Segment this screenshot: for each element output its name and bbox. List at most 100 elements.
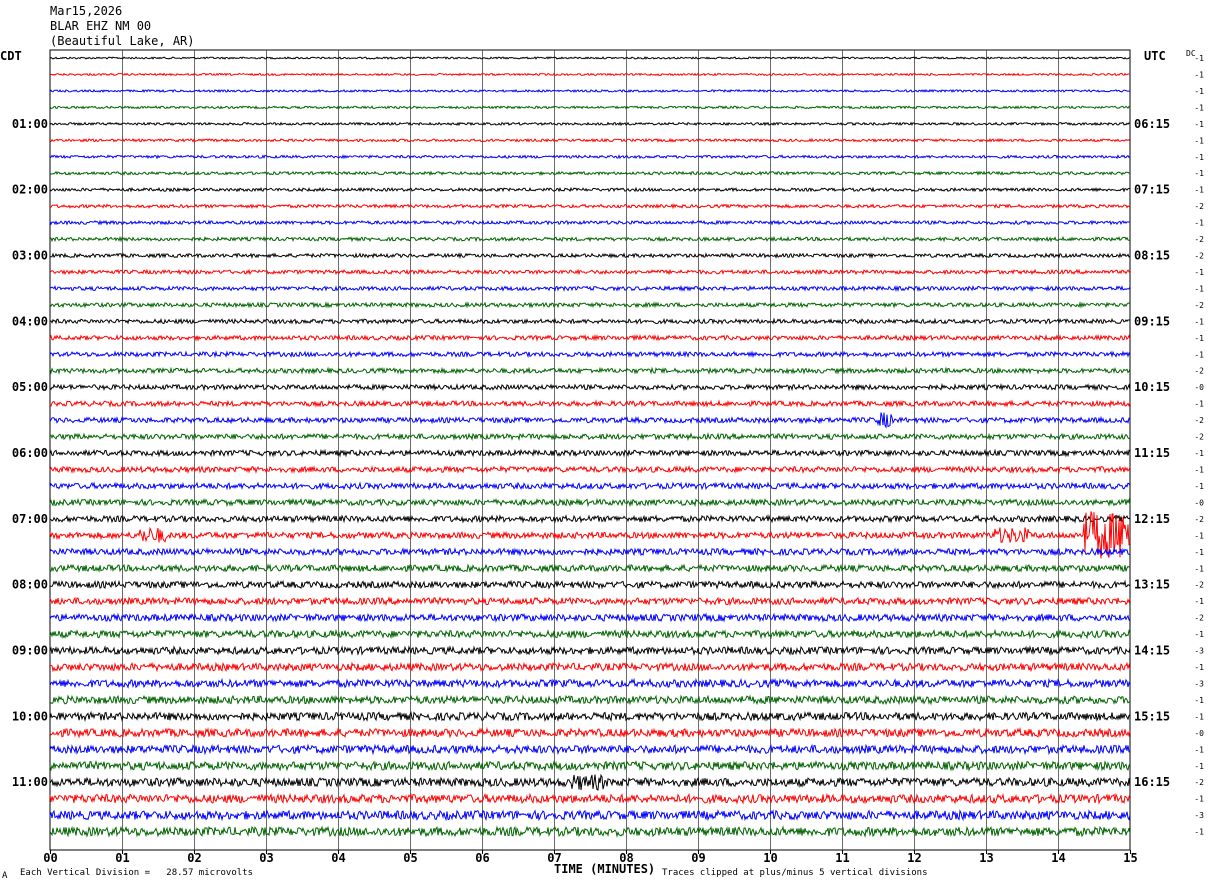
x-tick-label: 03 [259, 851, 273, 865]
trace-line [49, 170, 1131, 176]
dc-offset-label: -1 [1194, 169, 1204, 178]
trace-line [49, 726, 1131, 739]
plot-frame [49, 49, 1131, 851]
dc-offset-label: -1 [1194, 449, 1204, 458]
dc-offset-label: -1 [1194, 745, 1204, 754]
x-axis-title: TIME (MINUTES) [554, 862, 656, 876]
x-tick-label: 02 [187, 851, 201, 865]
trace-line [49, 481, 1131, 491]
location-label: (Beautiful Lake, AR) [50, 34, 195, 48]
trace-line [49, 694, 1131, 706]
trace-line [49, 628, 1131, 640]
trace-line [49, 284, 1131, 293]
trace-line [49, 333, 1131, 342]
x-tick-label: 06 [475, 851, 489, 865]
trace-line [49, 448, 1131, 458]
dc-offset-label: -1 [1194, 597, 1204, 606]
dc-offset-label: -1 [1194, 548, 1204, 557]
trace-line [49, 317, 1131, 326]
trace-line [49, 645, 1131, 657]
dc-offset-label: -0 [1194, 498, 1204, 507]
left-hour-label: 08:00 [12, 578, 48, 592]
x-tick-label: 09 [691, 851, 705, 865]
trace-line [49, 612, 1131, 623]
trace-line [49, 252, 1131, 260]
right-hour-label: 09:15 [1134, 314, 1170, 328]
dc-offset-label: -2 [1194, 778, 1204, 787]
dc-offset-label: -1 [1194, 531, 1204, 540]
dc-offset-label: -1 [1194, 466, 1204, 475]
date-label: Mar15,2026 [50, 4, 123, 18]
x-tick-label: 01 [115, 851, 129, 865]
dc-offset-label: -2 [1194, 367, 1204, 376]
trace-line [49, 511, 1131, 559]
trace-line [49, 186, 1130, 193]
x-tick-label: 04 [331, 851, 345, 865]
trace-line [49, 432, 1131, 442]
dc-offset-label: -2 [1194, 581, 1204, 590]
dc-header-label: DC [1186, 49, 1196, 58]
x-tick-label: 12 [907, 851, 921, 865]
trace-line [49, 72, 1131, 77]
dc-offset-label: -1 [1194, 186, 1204, 195]
right-hour-label: 15:15 [1134, 709, 1170, 723]
dc-offset-label: -1 [1194, 564, 1204, 573]
x-tick-label: 15 [1123, 851, 1137, 865]
dc-offset-label: -3 [1194, 811, 1204, 820]
dc-offset-label: -1 [1194, 87, 1204, 96]
dc-offset-label: -1 [1194, 762, 1204, 771]
right-timezone-label: UTC [1144, 49, 1166, 63]
left-hour-label: 06:00 [12, 446, 48, 460]
left-hour-label: 02:00 [12, 183, 48, 197]
trace-line [49, 547, 1130, 557]
clip-note: Traces clipped at plus/minus 5 vertical … [662, 868, 928, 878]
x-tick-label: 14 [1051, 851, 1065, 865]
dc-offset-label: -3 [1194, 679, 1204, 688]
dc-offset-label: -2 [1194, 252, 1204, 261]
trace-line [49, 677, 1131, 690]
trace-line [49, 563, 1131, 574]
trace-line [49, 350, 1131, 359]
dc-offset-label: -1 [1194, 482, 1204, 491]
x-tick-label: 07 [547, 851, 561, 865]
trace-line [49, 513, 1131, 524]
right-hour-label: 10:15 [1134, 380, 1170, 394]
left-hour-label: 05:00 [12, 380, 48, 394]
right-hour-label: 11:15 [1134, 446, 1170, 460]
left-hour-label: 07:00 [12, 512, 48, 526]
x-tick-label: 00 [43, 851, 57, 865]
dc-offset-label: -1 [1194, 400, 1204, 409]
x-tick-label: 11 [835, 851, 849, 865]
trace-line [49, 464, 1131, 475]
right-hour-label: 08:15 [1134, 249, 1170, 263]
right-hour-label: 07:15 [1134, 183, 1170, 197]
left-hour-label: 10:00 [12, 709, 48, 723]
trace-line [49, 88, 1131, 93]
trace-line [49, 235, 1131, 243]
left-hour-label: 03:00 [12, 249, 48, 263]
dc-offset-label: -1 [1194, 268, 1204, 277]
trace-line [49, 268, 1131, 276]
trace-line [49, 661, 1131, 673]
dc-offset-label: -3 [1194, 647, 1204, 656]
dc-offset-label: -2 [1194, 202, 1204, 211]
dc-offset-label: -2 [1194, 614, 1204, 623]
right-hour-label: 16:15 [1134, 775, 1170, 789]
trace-line [49, 773, 1131, 791]
dc-offset-label: -1 [1194, 54, 1204, 63]
trace-line [49, 595, 1131, 607]
trace-line [49, 366, 1131, 375]
trace-line [49, 382, 1131, 392]
dc-offset-label: -2 [1194, 515, 1204, 524]
dc-offset-label: -1 [1194, 350, 1204, 359]
trace-line [49, 105, 1131, 110]
trace-line [49, 121, 1131, 127]
trace-line [49, 710, 1131, 723]
dc-offset-label: -1 [1194, 828, 1204, 837]
trace-line [49, 399, 1131, 409]
left-hour-label: 01:00 [12, 117, 48, 131]
right-hour-label: 06:15 [1134, 117, 1170, 131]
station-label: BLAR EHZ NM 00 [50, 19, 152, 33]
dc-offset-label: -0 [1194, 383, 1204, 392]
